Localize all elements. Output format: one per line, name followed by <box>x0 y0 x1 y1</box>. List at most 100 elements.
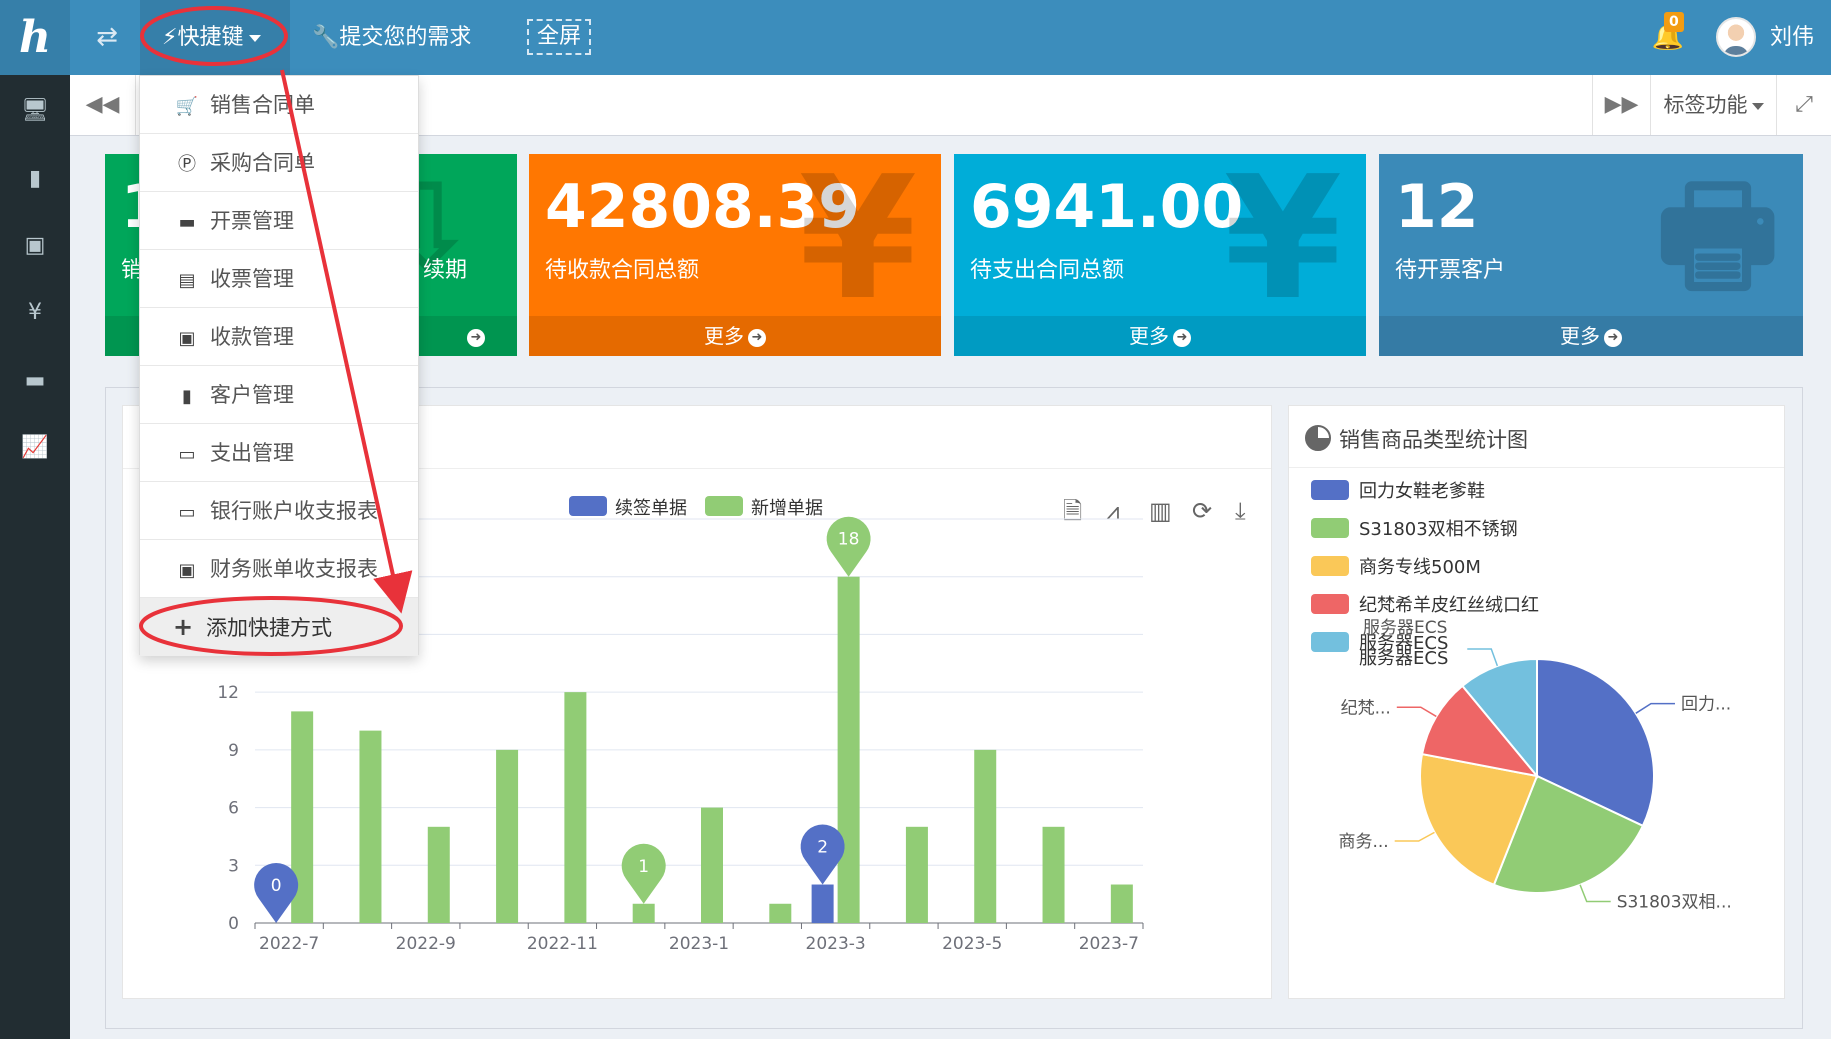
yen-icon: ¥ <box>1223 154 1342 338</box>
stat-value: 12 <box>1395 172 1479 242</box>
caret-down-icon <box>249 34 262 42</box>
add-shortcut-button[interactable]: + 添加快捷方式 <box>140 598 418 656</box>
stat-value: 42808.39 <box>545 172 861 242</box>
y-tick-label: 3 <box>228 856 239 876</box>
pie-chart-panel: 销售商品类型统计图 回力女鞋老爹鞋 S31803双相不锈钢 商务专线500M 纪梵希羊… <box>1288 405 1785 999</box>
data-view-icon: 🗎 <box>1063 497 1082 525</box>
bar-new <box>837 576 860 923</box>
tabs-scroll-right-icon[interactable]: ▶▶ <box>1592 75 1650 135</box>
pie-chart-icon <box>1305 425 1331 451</box>
pie-panel-title: 销售商品类型统计图 <box>1339 428 1528 452</box>
legend-label: 纪梵希羊皮红丝绒口红 <box>1359 595 1539 616</box>
bar-new <box>1110 884 1133 923</box>
stat-label: 销 <box>121 258 144 283</box>
avatar[interactable] <box>1716 17 1756 57</box>
bar-new <box>701 807 723 923</box>
slice-label: 纪梵... <box>1341 698 1391 718</box>
menu-item-sales-contract[interactable]: 🛒 销售合同单 <box>140 76 418 134</box>
credit-card-icon: ▭ <box>178 444 196 465</box>
quick-keys-menu[interactable]: ⚡快捷键 <box>140 0 290 75</box>
bar-new <box>632 903 655 923</box>
menu-item-expenses[interactable]: ▭ 支出管理 <box>140 424 418 482</box>
more-label: 更多 <box>704 324 744 348</box>
caret-down-icon <box>1751 102 1764 110</box>
marker-label: 2 <box>817 838 828 858</box>
x-tick-label: 2023-5 <box>942 934 1002 954</box>
menu-item-label: 收票管理 <box>210 267 294 291</box>
marker-pin <box>254 863 299 923</box>
folder-icon[interactable]: ▬ <box>24 368 46 393</box>
app-logo[interactable]: ℎ <box>0 0 70 75</box>
x-tick-label: 2022-7 <box>259 934 319 954</box>
bar-toggle-icon: ▥ <box>1149 497 1172 525</box>
legend-label: 商务专线500M <box>1359 557 1481 578</box>
x-tick-label: 2022-11 <box>527 934 598 954</box>
panel-divider <box>123 468 1271 469</box>
x-tick-label: 2023-7 <box>1079 934 1139 954</box>
arrow-circle-right-icon: ➜ <box>1604 328 1622 347</box>
tag-functions-dropdown[interactable]: 标签功能 <box>1650 75 1776 135</box>
suitcase-icon[interactable]: ▮ <box>28 166 42 191</box>
marker-label: 0 <box>271 876 282 896</box>
yen-icon[interactable]: ¥ <box>28 300 42 325</box>
bar-renewal <box>811 884 834 923</box>
stat-card-invoice: 12 待开票客户 🖶 更多 ➜ <box>1379 154 1803 356</box>
menu-item-label: 银行账户收支报表 <box>210 499 378 523</box>
expand-icon[interactable]: ⤢ <box>1776 75 1831 135</box>
leader-line <box>1396 706 1437 718</box>
menu-item-invoicing[interactable]: ▬ 开票管理 <box>140 192 418 250</box>
line-toggle-icon: ⩘ <box>1106 497 1120 525</box>
fullscreen-button[interactable]: 全屏 <box>527 19 592 55</box>
arrow-circle-right-icon: ➜ <box>467 328 485 347</box>
legend-label: 续签单据 <box>615 498 687 519</box>
desktop-icon[interactable]: 🖥 <box>21 98 49 123</box>
legend-label: 新增单据 <box>751 498 823 519</box>
menu-item-label: 收款管理 <box>210 325 294 349</box>
more-link[interactable]: 更多 ➜ <box>529 316 941 356</box>
id-card-icon: ▤ <box>178 270 196 291</box>
x-tick-label: 2023-1 <box>669 934 729 954</box>
restore-icon: ⟳ <box>1192 497 1212 525</box>
more-link[interactable]: 更多 ➜ <box>1379 316 1803 356</box>
bar-new <box>564 692 587 923</box>
submit-request-link[interactable]: 🔧提交您的需求 <box>312 25 472 50</box>
cart-icon: 🛒 <box>175 96 199 117</box>
x-tick-label: 2023-3 <box>806 934 866 954</box>
swap-icon[interactable]: ⇄ <box>96 22 118 52</box>
save-image-icon: ⤓ <box>1235 497 1246 525</box>
more-link[interactable]: 更多 ➜ <box>954 316 1366 356</box>
menu-item-finance-report[interactable]: ▣ 财务账单收支报表 <box>140 540 418 598</box>
money-icon: ▣ <box>178 560 196 581</box>
slice-label: 服务器ECS <box>1359 648 1448 669</box>
menu-item-customers[interactable]: ▮ 客户管理 <box>140 366 418 424</box>
pie-slice <box>1536 657 1655 828</box>
menu-item-label: 财务账单收支报表 <box>210 557 378 581</box>
menu-item-label: 开票管理 <box>210 209 294 233</box>
pie-panel-header: 销售商品类型统计图 <box>1289 406 1784 468</box>
menu-item-receive-invoice[interactable]: ▤ 收票管理 <box>140 250 418 308</box>
suitcase-icon: ▮ <box>182 386 192 407</box>
menu-item-collection[interactable]: ▣ 收款管理 <box>140 308 418 366</box>
more-label: 更多 <box>1129 324 1169 348</box>
briefcase-icon[interactable]: ▣ <box>24 233 46 258</box>
menu-item-purchase-contract[interactable]: Ⓟ 采购合同单 <box>140 134 418 192</box>
legend-swatch <box>1311 518 1349 538</box>
stat-label: 待支出合同总额 <box>970 258 1125 283</box>
user-name[interactable]: 刘伟 <box>1770 25 1815 50</box>
line-chart-icon[interactable]: 📈 <box>21 435 49 460</box>
tabs-scroll-left-icon[interactable]: ◀◀ <box>70 75 136 135</box>
y-tick-label: 9 <box>228 741 239 761</box>
marker-label: 18 <box>838 530 860 550</box>
stat-card-payable: 6941.00 待支出合同总额 ¥ 更多 ➜ <box>954 154 1366 356</box>
arrow-circle-right-icon: ➜ <box>748 328 766 347</box>
overlapping-slice-label: 服务器ECS <box>1363 618 1447 638</box>
bar-new <box>427 826 450 923</box>
legend-swatch <box>1311 632 1349 652</box>
credit-card-icon: ▭ <box>178 502 196 523</box>
stat-label: 待开票客户 <box>1395 258 1506 283</box>
legend-label: S31803双相不锈钢 <box>1359 519 1518 540</box>
legend-swatch <box>1311 556 1349 576</box>
money-icon: ▣ <box>178 328 196 349</box>
leader-line <box>1394 831 1435 842</box>
menu-item-bank-report[interactable]: ▭ 银行账户收支报表 <box>140 482 418 540</box>
